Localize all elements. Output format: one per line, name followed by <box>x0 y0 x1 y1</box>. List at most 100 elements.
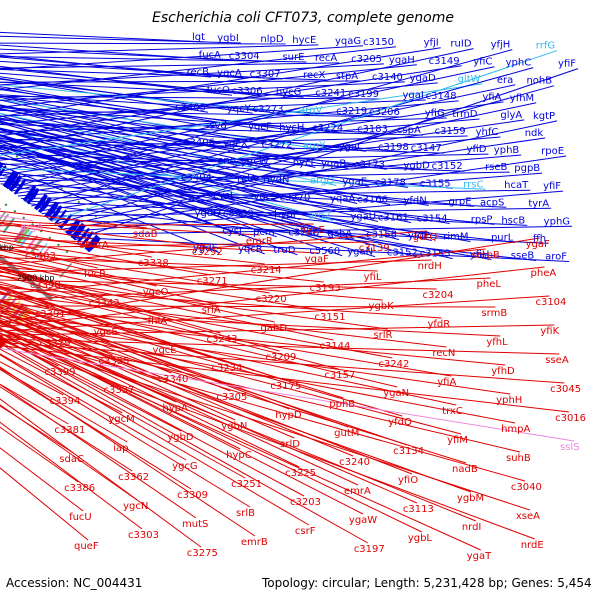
gene-label[interactable]: c3273 <box>253 104 284 115</box>
gene-label[interactable]: yphG <box>544 216 570 227</box>
gene-label[interactable]: c3206 <box>369 107 400 118</box>
gene-label[interactable]: suhB <box>506 453 531 464</box>
gene-label[interactable]: fucO <box>207 85 230 96</box>
gene-label[interactable]: yfiF <box>558 59 576 70</box>
gene-label[interactable]: c3147 <box>411 143 442 154</box>
gene-label[interactable]: gabD <box>261 323 288 334</box>
gene-label[interactable]: grpE <box>448 196 471 207</box>
gene-label[interactable]: c3203 <box>290 497 321 508</box>
gene-label[interactable]: ygaH <box>389 55 415 66</box>
gene-label[interactable]: rimM <box>443 232 468 243</box>
gene-label[interactable]: yfiG <box>425 108 445 119</box>
gene-label[interactable]: argA <box>20 222 43 233</box>
gene-label[interactable]: c3306 <box>232 86 263 97</box>
gene-label[interactable]: yfjH <box>491 40 511 51</box>
gene-label[interactable]: svd <box>209 120 226 131</box>
gene-label[interactable]: c3303 <box>128 530 159 541</box>
gene-label[interactable]: rpsP <box>471 214 493 225</box>
gene-label[interactable]: pphB <box>329 399 355 410</box>
gene-label[interactable]: c3113 <box>403 504 434 515</box>
gene-label[interactable]: c3340 <box>157 374 188 385</box>
gene-label[interactable]: ygaN <box>383 388 409 399</box>
gene-label[interactable]: hscB <box>501 215 525 226</box>
gene-label[interactable]: sdaB <box>133 229 158 240</box>
gene-label[interactable]: c3379 <box>40 338 71 349</box>
gene-label[interactable]: c3045 <box>550 384 581 395</box>
gene-label[interactable]: c3159 <box>435 126 466 137</box>
gene-label[interactable]: nrdH <box>418 261 442 272</box>
gene-label[interactable]: sdaC <box>59 454 84 465</box>
gene-label[interactable]: gltW <box>458 74 481 85</box>
gene-label[interactable]: cysI <box>213 191 233 202</box>
gene-label[interactable]: pcm <box>253 227 275 238</box>
gene-label[interactable]: ygbK <box>369 301 395 312</box>
gene-label[interactable]: ygcE <box>94 327 118 338</box>
gene-label[interactable]: c3173 <box>354 159 385 170</box>
gene-label[interactable]: nrdE <box>521 540 544 551</box>
gene-label[interactable]: purL <box>491 232 514 243</box>
gene-label[interactable]: c3198 <box>378 142 409 153</box>
gene-label[interactable]: smpB <box>472 250 500 261</box>
gene-label[interactable]: csrF <box>295 526 316 537</box>
gene-label[interactable]: c3183 <box>357 124 388 135</box>
gene-label[interactable]: c3134 <box>393 446 424 457</box>
gene-label[interactable]: yhfC <box>476 127 499 138</box>
gene-label[interactable]: c3214 <box>251 265 282 276</box>
gene-label[interactable]: hcaT <box>504 180 529 191</box>
gene-label[interactable]: c3337 <box>103 385 134 396</box>
gene-label[interactable]: ygdD <box>195 208 222 219</box>
gene-label[interactable]: srlR <box>373 330 392 341</box>
gene-label[interactable]: fucA <box>199 50 221 61</box>
gene-label[interactable]: c3399 <box>45 367 76 378</box>
gene-label[interactable]: ygcX <box>223 138 248 149</box>
gene-label[interactable]: ygaU <box>350 212 376 223</box>
gene-label[interactable]: c3148 <box>426 91 457 102</box>
gene-label[interactable]: yfiF <box>543 181 561 192</box>
gene-label[interactable]: c3398 <box>30 280 61 291</box>
gene-label[interactable]: gshA <box>327 229 352 240</box>
gene-label[interactable]: aroF <box>545 251 567 262</box>
gene-label[interactable]: c3140 <box>372 72 403 83</box>
gene-label[interactable]: c3304 <box>229 51 260 62</box>
gene-label[interactable]: c3193 <box>310 283 341 294</box>
gene-label[interactable]: stpA <box>336 71 358 82</box>
gene-label[interactable]: c3161 <box>378 213 409 224</box>
gene-label[interactable]: yfiO <box>398 475 418 486</box>
gene-label[interactable]: c3355 <box>99 356 130 367</box>
gene-label[interactable]: recX <box>303 70 326 81</box>
gene-label[interactable]: c3270 <box>279 193 310 204</box>
gene-label[interactable]: ygdE <box>193 243 218 254</box>
gene-label[interactable]: yphH <box>496 395 522 406</box>
gene-label[interactable]: c3178 <box>375 177 406 188</box>
gene-label[interactable]: c3219 <box>336 106 367 117</box>
gene-label[interactable]: hypC <box>226 450 252 461</box>
gene-label[interactable]: pheL <box>477 279 502 290</box>
gene-label[interactable]: ygbI <box>217 33 239 44</box>
gene-label[interactable]: c3175 <box>270 381 301 392</box>
gene-label[interactable]: c3016 <box>555 413 586 424</box>
gene-label[interactable]: ruID <box>450 39 471 50</box>
gene-label[interactable]: gutM <box>334 428 359 439</box>
gene-label[interactable]: gutQ <box>413 232 438 243</box>
gene-label[interactable]: c3338 <box>138 258 169 269</box>
gene-label[interactable]: c3040 <box>511 482 542 493</box>
gene-label[interactable]: hydN <box>263 175 289 186</box>
gene-label[interactable]: recA <box>315 53 338 64</box>
gene-label[interactable]: c3104 <box>535 297 566 308</box>
gene-label[interactable]: ndk <box>525 128 544 139</box>
gene-label[interactable]: yphC <box>506 58 532 69</box>
gene-label[interactable]: yfhM <box>510 93 534 104</box>
gene-label[interactable]: c3391 <box>35 309 66 320</box>
gene-label[interactable]: c3234 <box>211 363 242 374</box>
gene-label[interactable]: c3158 <box>366 230 397 241</box>
gene-label[interactable]: c3405 <box>175 102 206 113</box>
gene-label[interactable]: argZ <box>308 211 331 222</box>
gene-label[interactable]: c3292 <box>192 247 223 258</box>
gene-label[interactable]: argY <box>303 140 326 151</box>
gene-label[interactable]: hmpA <box>501 424 530 435</box>
gene-label[interactable]: c3251 <box>231 479 262 490</box>
gene-label[interactable]: yfdP <box>408 231 430 242</box>
gene-label[interactable]: c3242 <box>378 359 409 370</box>
gene-label[interactable]: c5560 <box>309 246 340 257</box>
gene-label[interactable]: era <box>497 75 513 86</box>
